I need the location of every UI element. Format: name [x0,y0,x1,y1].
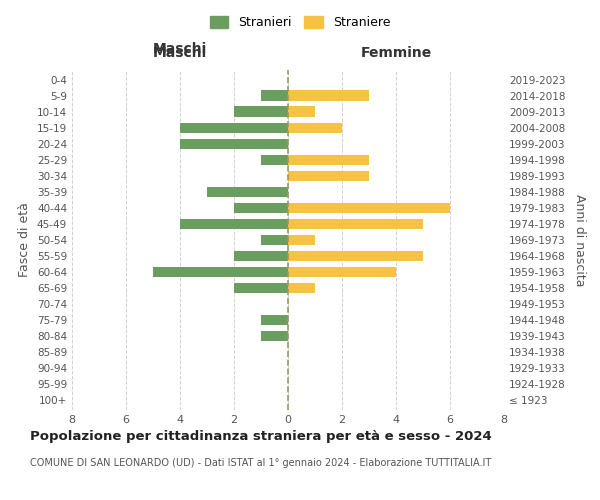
Bar [261,154,288,165]
Bar [288,267,396,278]
Text: Maschi: Maschi [153,46,207,60]
Bar [288,122,342,133]
Bar [234,283,288,294]
Bar [180,218,288,229]
Bar [288,202,450,213]
Bar [180,122,288,133]
Text: Femmine: Femmine [361,46,431,60]
Bar [288,251,423,261]
Bar [261,331,288,342]
Bar [180,138,288,149]
Bar [261,315,288,326]
Text: Maschi: Maschi [153,42,207,56]
Bar [288,106,315,117]
Bar [234,251,288,261]
Y-axis label: Fasce di età: Fasce di età [19,202,31,278]
Y-axis label: Anni di nascita: Anni di nascita [574,194,586,286]
Bar [234,202,288,213]
Bar [261,90,288,101]
Bar [234,106,288,117]
Bar [288,235,315,245]
Bar [207,186,288,197]
Text: COMUNE DI SAN LEONARDO (UD) - Dati ISTAT al 1° gennaio 2024 - Elaborazione TUTTI: COMUNE DI SAN LEONARDO (UD) - Dati ISTAT… [30,458,491,468]
Bar [261,235,288,245]
Bar [288,218,423,229]
Bar [288,283,315,294]
Bar [288,90,369,101]
Bar [288,170,369,181]
Bar [288,154,369,165]
Legend: Stranieri, Straniere: Stranieri, Straniere [205,11,395,34]
Bar [153,267,288,278]
Text: Popolazione per cittadinanza straniera per età e sesso - 2024: Popolazione per cittadinanza straniera p… [30,430,492,443]
